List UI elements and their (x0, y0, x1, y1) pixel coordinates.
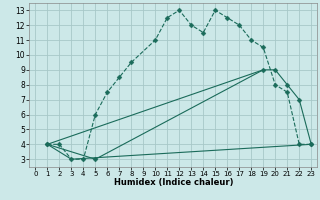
X-axis label: Humidex (Indice chaleur): Humidex (Indice chaleur) (114, 178, 233, 187)
